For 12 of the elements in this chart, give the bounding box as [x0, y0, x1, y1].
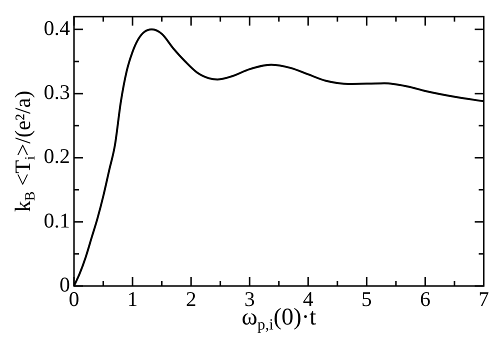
y-tick-label: 0.3	[44, 80, 70, 104]
x-tick-label: 2	[186, 287, 196, 312]
y-tick-label: 0.1	[44, 208, 70, 232]
x-tick-label: 1	[127, 287, 138, 312]
x-tick-label: 5	[361, 287, 372, 312]
y-tick-label: 0.2	[44, 144, 70, 168]
x-tick-label: 4	[302, 287, 314, 312]
x-tick-label: 3	[244, 287, 255, 312]
y-tick-label: 0.4	[44, 16, 70, 40]
x-tick-label: 6	[420, 287, 430, 312]
x-tick-label: 7	[478, 287, 489, 312]
y-axis-title: kB <Ti>/(e²/a)	[10, 90, 38, 212]
